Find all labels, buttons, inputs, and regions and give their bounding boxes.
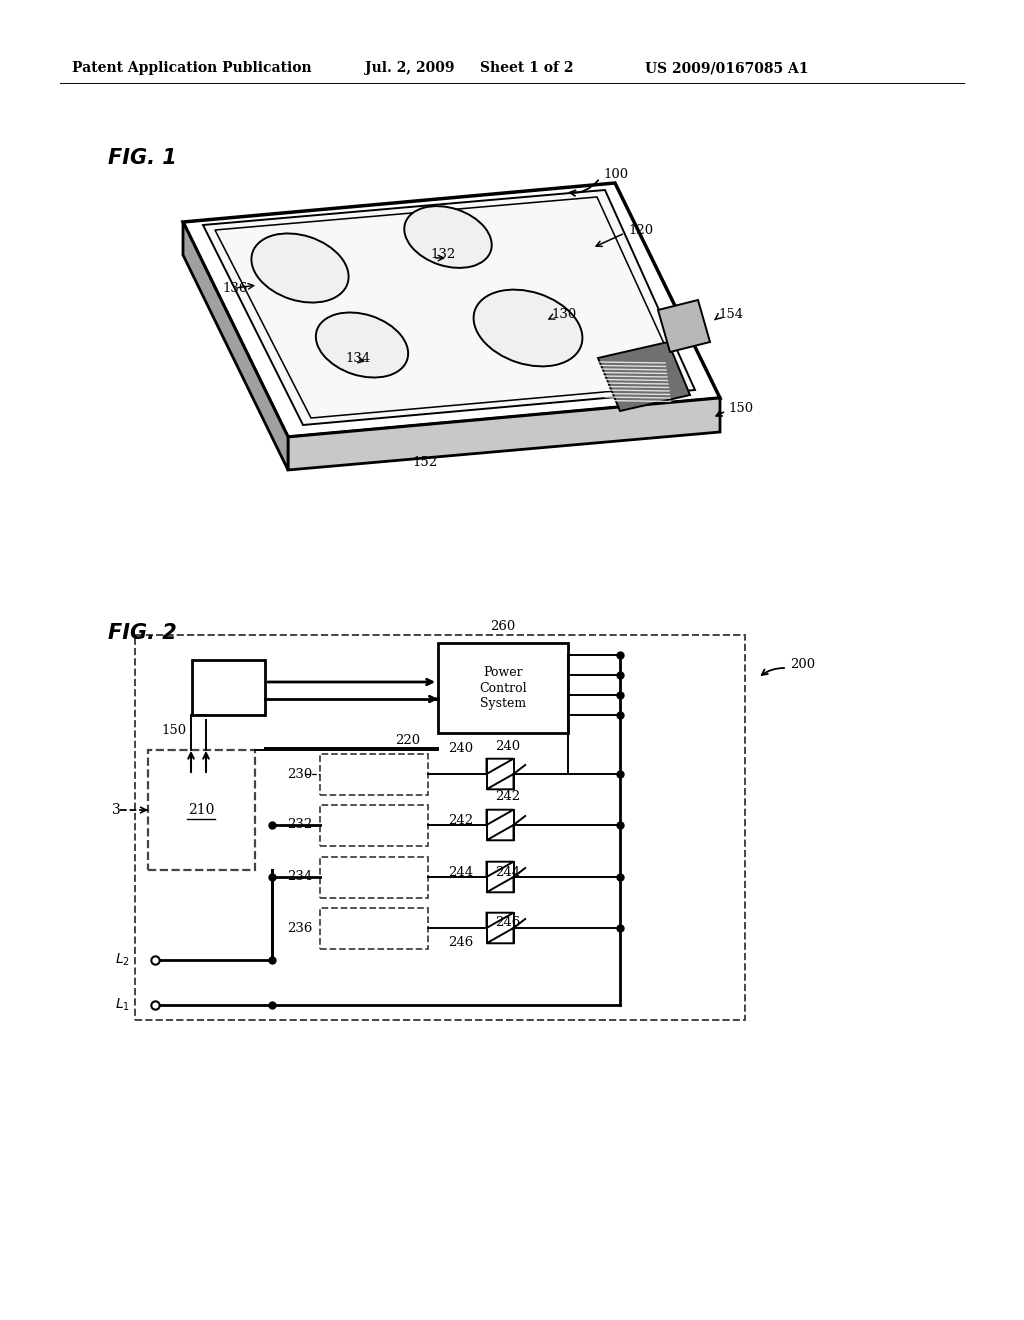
Ellipse shape bbox=[404, 206, 492, 268]
Text: 152: 152 bbox=[413, 455, 437, 469]
Text: 150: 150 bbox=[162, 723, 187, 737]
Text: 132: 132 bbox=[430, 248, 456, 261]
Text: 242: 242 bbox=[495, 791, 520, 804]
Bar bbox=[148, 750, 255, 870]
Text: Sheet 1 of 2: Sheet 1 of 2 bbox=[480, 61, 573, 75]
Text: 244: 244 bbox=[449, 866, 473, 879]
Ellipse shape bbox=[315, 313, 409, 378]
Text: FIG. 1: FIG. 1 bbox=[108, 148, 177, 168]
Text: 244: 244 bbox=[495, 866, 520, 879]
Polygon shape bbox=[183, 222, 288, 470]
Polygon shape bbox=[203, 190, 695, 425]
Bar bbox=[319, 754, 428, 795]
Polygon shape bbox=[288, 399, 720, 470]
Text: $L_1$: $L_1$ bbox=[115, 997, 130, 1014]
Text: Patent Application Publication: Patent Application Publication bbox=[72, 61, 311, 75]
Text: 236: 236 bbox=[287, 921, 312, 935]
Text: 242: 242 bbox=[449, 813, 473, 826]
Text: 240: 240 bbox=[495, 739, 520, 752]
Polygon shape bbox=[598, 342, 690, 411]
Text: US 2009/0167085 A1: US 2009/0167085 A1 bbox=[645, 61, 809, 75]
Bar bbox=[438, 643, 568, 733]
Text: Jul. 2, 2009: Jul. 2, 2009 bbox=[365, 61, 455, 75]
Text: 130: 130 bbox=[551, 309, 577, 322]
Text: 246: 246 bbox=[495, 916, 520, 929]
Text: 120: 120 bbox=[628, 223, 653, 236]
Text: $L_2$: $L_2$ bbox=[115, 952, 130, 968]
Bar bbox=[193, 660, 265, 715]
Text: 220: 220 bbox=[395, 734, 420, 747]
Text: 210: 210 bbox=[187, 803, 214, 817]
Text: 100: 100 bbox=[603, 168, 628, 181]
Text: 232: 232 bbox=[287, 818, 312, 832]
Ellipse shape bbox=[252, 234, 348, 302]
Text: 154: 154 bbox=[718, 309, 743, 322]
Ellipse shape bbox=[473, 289, 583, 367]
Bar bbox=[319, 908, 428, 949]
Text: 134: 134 bbox=[345, 351, 371, 364]
Text: FIG. 2: FIG. 2 bbox=[108, 623, 177, 643]
Polygon shape bbox=[658, 300, 710, 352]
Text: 3: 3 bbox=[112, 803, 121, 817]
Text: Power
Control
System: Power Control System bbox=[479, 667, 526, 710]
Bar bbox=[135, 635, 745, 1020]
Text: 234: 234 bbox=[287, 870, 312, 883]
Text: 240: 240 bbox=[449, 742, 473, 755]
Bar bbox=[319, 805, 428, 846]
Text: 200: 200 bbox=[790, 659, 815, 672]
Text: 246: 246 bbox=[449, 936, 473, 949]
Text: 136: 136 bbox=[222, 281, 248, 294]
Text: 260: 260 bbox=[490, 619, 516, 632]
Text: 230: 230 bbox=[287, 767, 312, 780]
Text: 150: 150 bbox=[728, 401, 753, 414]
Bar bbox=[319, 857, 428, 898]
